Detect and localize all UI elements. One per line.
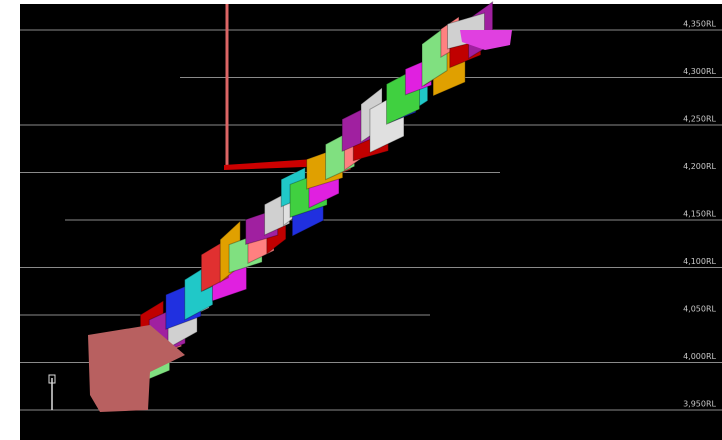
level-label: 4,200RL	[683, 162, 716, 171]
level-label: 3,950RL	[683, 400, 716, 409]
level-label: 4,250RL	[683, 115, 716, 124]
marker-head	[48, 374, 56, 384]
level-label: 4,100RL	[683, 257, 716, 266]
drive	[224, 158, 330, 170]
stope-block	[421, 24, 448, 88]
level-lines: 4,350RL 4,300RL 4,250RL 4,200RL 4,150RL 4,100…	[20, 20, 722, 411]
level-label: 4,000RL	[683, 352, 716, 361]
stope-block	[88, 325, 185, 412]
level-label: 4,300RL	[683, 67, 716, 76]
mine-model	[48, 0, 512, 412]
stope-block	[460, 30, 512, 50]
level-label: 4,150RL	[683, 210, 716, 219]
level-label: 4,050RL	[683, 305, 716, 314]
level-label: 4,350RL	[683, 20, 716, 29]
